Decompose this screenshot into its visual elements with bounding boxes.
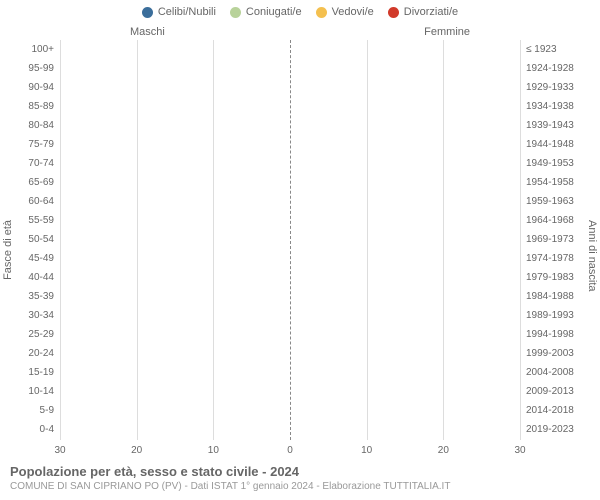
x-tick-label: 30: [54, 445, 65, 456]
age-row: [60, 421, 520, 440]
age-row: [60, 97, 520, 116]
legend-dot: [142, 7, 153, 18]
legend-item: Divorziati/e: [388, 6, 458, 18]
birth-label: 1944-1948: [526, 139, 590, 150]
label-femmine: Femmine: [424, 26, 470, 38]
age-row: [60, 230, 520, 249]
age-label: 25-29: [10, 329, 54, 340]
birth-label: 1959-1963: [526, 196, 590, 207]
footer-sub: COMUNE DI SAN CIPRIANO PO (PV) - Dati IS…: [10, 481, 590, 492]
age-label: 95-99: [10, 63, 54, 74]
birth-label: 2004-2008: [526, 367, 590, 378]
birth-label: 1974-1978: [526, 253, 590, 264]
age-label: 65-69: [10, 177, 54, 188]
age-label: 75-79: [10, 139, 54, 150]
legend-label: Vedovi/e: [332, 6, 374, 18]
age-label: 70-74: [10, 158, 54, 169]
x-tick-label: 10: [208, 445, 219, 456]
legend: Celibi/Nubili Coniugati/e Vedovi/e Divorzia…: [0, 0, 600, 20]
birth-label: 1929-1933: [526, 82, 590, 93]
birth-label: ≤ 1923: [526, 44, 590, 55]
footer-title: Popolazione per età, sesso e stato civil…: [10, 464, 590, 479]
age-row: [60, 173, 520, 192]
age-label: 15-19: [10, 367, 54, 378]
birth-label: 1999-2003: [526, 348, 590, 359]
age-row: [60, 383, 520, 402]
birth-label: 1979-1983: [526, 272, 590, 283]
legend-label: Divorziati/e: [404, 6, 458, 18]
birth-label: 1989-1993: [526, 310, 590, 321]
legend-dot: [230, 7, 241, 18]
birth-label: 2019-2023: [526, 424, 590, 435]
age-row: [60, 364, 520, 383]
age-row: [60, 402, 520, 421]
age-label: 35-39: [10, 291, 54, 302]
birth-label: 1949-1953: [526, 158, 590, 169]
age-label: 80-84: [10, 120, 54, 131]
birth-label: 2009-2013: [526, 386, 590, 397]
age-label: 40-44: [10, 272, 54, 283]
birth-label: 1924-1928: [526, 63, 590, 74]
gridline: [520, 40, 521, 440]
footer: Popolazione per età, sesso e stato civil…: [10, 464, 590, 492]
legend-item: Celibi/Nubili: [142, 6, 216, 18]
age-label: 100+: [10, 44, 54, 55]
age-row: [60, 250, 520, 269]
age-label: 20-24: [10, 348, 54, 359]
age-label: 5-9: [10, 405, 54, 416]
age-label: 30-34: [10, 310, 54, 321]
age-row: [60, 326, 520, 345]
legend-dot: [316, 7, 327, 18]
birth-label: 1984-1988: [526, 291, 590, 302]
age-label: 10-14: [10, 386, 54, 397]
pyramid-chart: Celibi/Nubili Coniugati/e Vedovi/e Divorzia…: [0, 0, 600, 500]
age-row: [60, 40, 520, 59]
age-label: 55-59: [10, 215, 54, 226]
legend-label: Coniugati/e: [246, 6, 302, 18]
age-row: [60, 78, 520, 97]
age-label: 0-4: [10, 424, 54, 435]
birth-label: 1934-1938: [526, 101, 590, 112]
age-row: [60, 154, 520, 173]
legend-item: Vedovi/e: [316, 6, 374, 18]
age-row: [60, 269, 520, 288]
x-tick-label: 20: [131, 445, 142, 456]
legend-item: Coniugati/e: [230, 6, 302, 18]
label-maschi: Maschi: [130, 26, 165, 38]
x-tick-label: 0: [287, 445, 293, 456]
legend-label: Celibi/Nubili: [158, 6, 216, 18]
birth-label: 1969-1973: [526, 234, 590, 245]
birth-label: 1939-1943: [526, 120, 590, 131]
age-row: [60, 116, 520, 135]
age-row: [60, 59, 520, 78]
x-tick-label: 10: [361, 445, 372, 456]
birth-label: 1954-1958: [526, 177, 590, 188]
legend-dot: [388, 7, 399, 18]
age-label: 90-94: [10, 82, 54, 93]
age-row: [60, 288, 520, 307]
age-row: [60, 345, 520, 364]
age-label: 60-64: [10, 196, 54, 207]
chart-area: 3020100102030: [60, 40, 520, 440]
birth-label: 1994-1998: [526, 329, 590, 340]
y-axis-title-left: Fasce di età: [2, 220, 14, 280]
age-row: [60, 192, 520, 211]
age-label: 85-89: [10, 101, 54, 112]
x-tick-label: 20: [438, 445, 449, 456]
birth-label: 2014-2018: [526, 405, 590, 416]
age-label: 50-54: [10, 234, 54, 245]
age-row: [60, 307, 520, 326]
age-row: [60, 135, 520, 154]
x-tick-label: 30: [514, 445, 525, 456]
age-row: [60, 211, 520, 230]
age-label: 45-49: [10, 253, 54, 264]
birth-label: 1964-1968: [526, 215, 590, 226]
